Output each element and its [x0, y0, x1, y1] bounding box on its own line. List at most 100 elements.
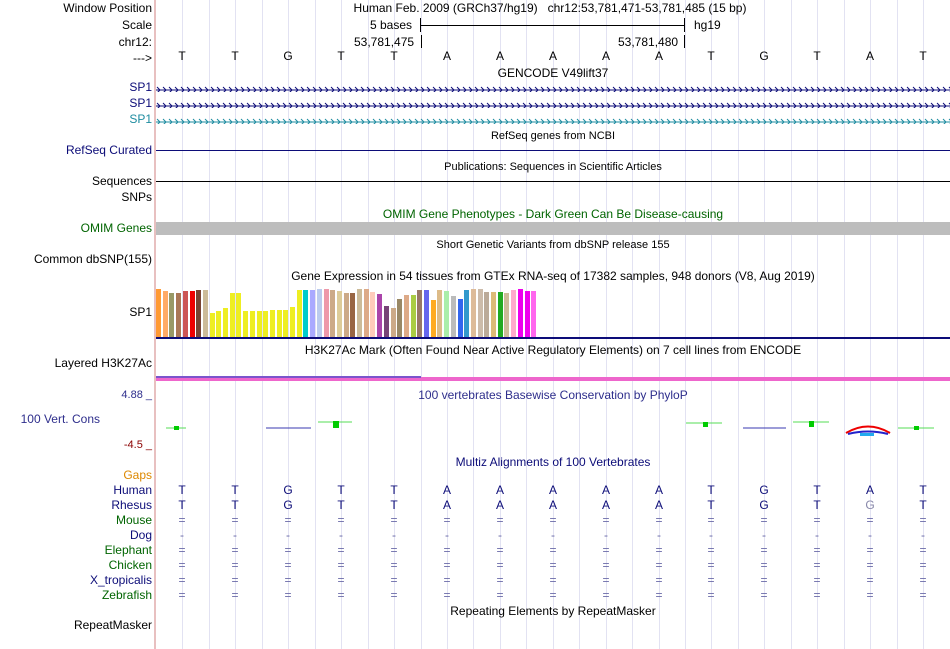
gtex-tissue-bar[interactable]	[270, 310, 275, 337]
alignment-base: =	[496, 558, 504, 572]
gtex-tissue-bar[interactable]	[491, 292, 496, 337]
gtex-tissue-bar[interactable]	[324, 289, 329, 337]
publications-feature-line[interactable]	[156, 181, 950, 182]
gaps-label[interactable]: Gaps	[123, 468, 152, 482]
gtex-tissue-bar[interactable]	[277, 310, 282, 337]
alignment-base: =	[866, 558, 874, 572]
gtex-tissue-bar[interactable]	[216, 311, 221, 337]
dbsnp-label[interactable]: Common dbSNP(155)	[33, 252, 152, 266]
gtex-tissue-bar[interactable]	[458, 299, 463, 337]
gtex-tissue-bar[interactable]	[297, 290, 302, 337]
gtex-tissue-bar[interactable]	[169, 293, 174, 337]
gtex-tissue-bar[interactable]	[484, 292, 489, 337]
gtex-tissue-bar[interactable]	[504, 293, 509, 337]
species-label-zebrafish[interactable]: Zebrafish	[101, 588, 152, 602]
species-label-elephant[interactable]: Elephant	[104, 543, 152, 557]
gtex-tissue-bar[interactable]	[310, 290, 315, 337]
gtex-tissue-bar[interactable]	[511, 290, 516, 337]
gtex-tissue-bar[interactable]	[525, 291, 530, 337]
gtex-tissue-bar[interactable]	[370, 292, 375, 337]
gtex-tissue-bar[interactable]	[437, 290, 442, 337]
gtex-tissue-bar[interactable]	[451, 296, 456, 337]
refseq-feature-line[interactable]	[156, 150, 950, 151]
snps-label[interactable]: SNPs	[121, 190, 152, 204]
gridline	[738, 0, 739, 649]
gtex-tissue-bar[interactable]	[411, 295, 416, 337]
dna-base: T	[390, 49, 398, 63]
multiz-title: Multiz Alignments of 100 Vertebrates	[455, 455, 651, 469]
gtex-tissue-bar[interactable]	[176, 293, 181, 337]
alignment-base: =	[919, 513, 927, 527]
gtex-tissue-bar[interactable]	[478, 289, 483, 337]
alignment-base: -	[762, 528, 766, 542]
gtex-tissue-bar[interactable]	[531, 291, 536, 337]
alignment-base: =	[390, 543, 398, 557]
gtex-tissue-bar[interactable]	[464, 290, 469, 337]
gtex-tissue-bar[interactable]	[518, 289, 523, 337]
species-label-rhesus[interactable]: Rhesus	[111, 498, 152, 512]
gtex-tissue-bar[interactable]	[330, 290, 335, 337]
gtex-tissue-bar[interactable]	[250, 311, 255, 337]
h3k27ac-signal[interactable]	[156, 377, 950, 381]
gtex-tissue-bar[interactable]	[350, 293, 355, 337]
gtex-tissue-bar[interactable]	[417, 290, 422, 337]
gtex-tissue-bar[interactable]	[404, 295, 409, 337]
gtex-tissue-bar[interactable]	[190, 291, 195, 337]
phylop-mark	[703, 422, 708, 427]
alignment-base: =	[178, 558, 186, 572]
omim-feature-bar[interactable]	[156, 222, 950, 235]
gtex-tissue-bar[interactable]	[357, 289, 362, 337]
phylop-label[interactable]: 100 Vert. Cons	[20, 412, 100, 426]
gencode-transcript-3[interactable]	[156, 114, 950, 124]
gtex-tissue-bar[interactable]	[431, 300, 436, 337]
h3k27ac-label[interactable]: Layered H3K27Ac	[54, 356, 152, 370]
gencode-transcript-1[interactable]	[156, 82, 950, 92]
gencode-track-label-2[interactable]: SP1	[129, 96, 152, 110]
gtex-tissue-bar[interactable]	[223, 308, 228, 337]
gtex-tissue-bar[interactable]	[337, 291, 342, 337]
chrom-label: chr12:	[118, 35, 152, 49]
publications-label[interactable]: Sequences	[91, 174, 152, 188]
gtex-tissue-bar[interactable]	[183, 291, 188, 337]
species-label-dog[interactable]: Dog	[129, 528, 152, 542]
gtex-tissue-bar[interactable]	[243, 311, 248, 337]
species-label-chicken[interactable]: Chicken	[108, 558, 152, 572]
gencode-track-label-1[interactable]: SP1	[129, 80, 152, 94]
gtex-tissue-bar[interactable]	[283, 310, 288, 337]
omim-label[interactable]: OMIM Genes	[80, 221, 152, 235]
gtex-tissue-bar[interactable]	[317, 289, 322, 337]
gtex-tissue-bar[interactable]	[156, 289, 161, 337]
gtex-label[interactable]: SP1	[129, 305, 152, 319]
refseq-label[interactable]: RefSeq Curated	[65, 143, 152, 157]
gtex-tissue-bar[interactable]	[210, 313, 215, 337]
species-label-mouse[interactable]: Mouse	[115, 513, 152, 527]
gtex-tissue-bar[interactable]	[230, 293, 235, 337]
gencode-track-label-3[interactable]: SP1	[129, 112, 152, 126]
gtex-tissue-bar[interactable]	[377, 294, 382, 337]
gtex-tissue-bar[interactable]	[290, 307, 295, 337]
gtex-tissue-bar[interactable]	[196, 290, 201, 337]
gtex-tissue-bar[interactable]	[498, 292, 503, 337]
gtex-tissue-bar[interactable]	[444, 291, 449, 337]
gtex-tissue-bar[interactable]	[391, 308, 396, 337]
alignment-base: =	[655, 543, 663, 557]
gtex-tissue-bar[interactable]	[257, 311, 262, 337]
gtex-tissue-bar[interactable]	[263, 311, 268, 337]
gencode-transcript-2[interactable]	[156, 98, 950, 108]
gtex-tissue-bar[interactable]	[397, 299, 402, 337]
gtex-tissue-bar[interactable]	[163, 291, 168, 337]
gtex-tissue-bar[interactable]	[384, 306, 389, 337]
repeatmasker-label[interactable]: RepeatMasker	[73, 618, 152, 632]
gtex-tissue-bar[interactable]	[203, 290, 208, 337]
alignment-base: T	[231, 498, 239, 512]
gtex-tissue-bar[interactable]	[364, 289, 369, 337]
gtex-tissue-bar[interactable]	[344, 293, 349, 337]
species-label-x_tropicalis[interactable]: X_tropicalis	[89, 573, 152, 587]
gridline	[209, 0, 210, 649]
gtex-tissue-bar[interactable]	[236, 293, 241, 337]
gtex-tissue-bar[interactable]	[471, 289, 476, 337]
gtex-tissue-bar[interactable]	[303, 290, 308, 337]
species-label-human[interactable]: Human	[113, 483, 152, 497]
gtex-tissue-bar[interactable]	[424, 290, 429, 337]
phylop-signal[interactable]	[156, 412, 950, 442]
